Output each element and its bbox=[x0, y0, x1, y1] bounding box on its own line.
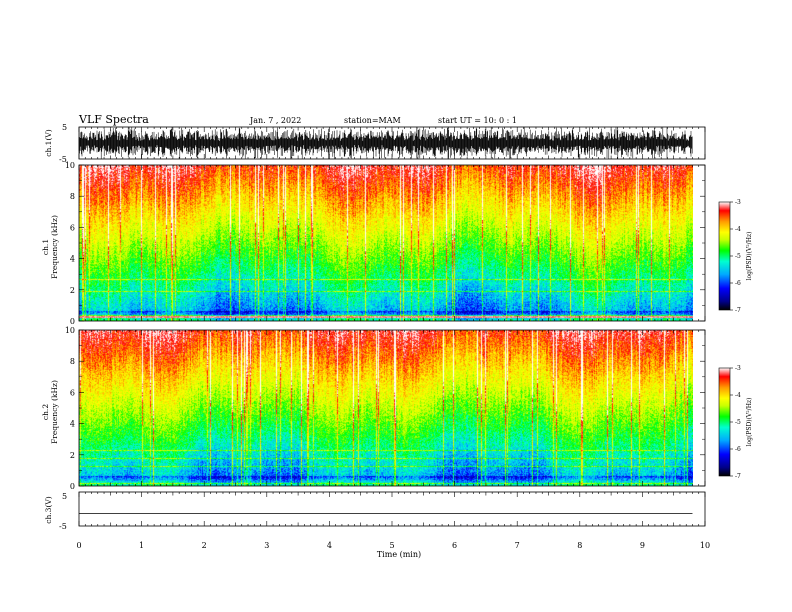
ch1-ytick-top: 5 bbox=[62, 123, 67, 132]
ch1-spectrogram-yticks: 0 2 4 6 8 10 bbox=[65, 161, 705, 326]
ch1-ytick-bottom: -5 bbox=[59, 155, 67, 164]
x-tick-label: 10 bbox=[700, 541, 710, 550]
ch3-ytick-top: 5 bbox=[62, 492, 67, 501]
ch1-spectrogram-panel: 0 2 4 6 8 10 ch.1 Frequency (kHz) bbox=[41, 161, 706, 326]
ch1-waveform-panel: 5 -5 ch.1(V) bbox=[44, 123, 706, 164]
colorbar-tick-label: -7 bbox=[735, 307, 741, 314]
colorbar-tick-label: -5 bbox=[735, 253, 741, 260]
x-tick-label: 3 bbox=[264, 541, 269, 550]
y-tick-label: 10 bbox=[65, 161, 75, 170]
ch1-spectrogram-image bbox=[79, 165, 693, 321]
x-tick-label: 6 bbox=[452, 541, 457, 550]
y-tick-label: 10 bbox=[65, 326, 75, 335]
x-tick-label: 9 bbox=[640, 541, 645, 550]
colorbar-tick-label: -7 bbox=[735, 473, 741, 480]
ch1-colorbar-scale bbox=[718, 201, 731, 311]
colorbar-tick-label: -4 bbox=[735, 226, 741, 233]
ch2-spectrogram-panel: 0 2 4 6 8 10 ch.2 Frequency (kHz) bbox=[41, 326, 706, 491]
x-tick-label: 5 bbox=[389, 541, 394, 550]
x-tick-label: 2 bbox=[202, 541, 207, 550]
colorbar-tick-label: -6 bbox=[735, 280, 741, 287]
y-tick-label: 8 bbox=[70, 357, 75, 366]
y-tick-label: 8 bbox=[70, 192, 75, 201]
ch1-noise-trace bbox=[78, 127, 693, 159]
y-tick-label: 2 bbox=[70, 286, 75, 295]
ch1-colorbar: -3 -4 -5 -6 -7 log(PSD)(V²/Hz) bbox=[718, 199, 753, 314]
x-tick-label: 0 bbox=[76, 541, 81, 550]
ch2-colorbar: -3 -4 -5 -6 -7 log(PSD)(V²/Hz) bbox=[718, 365, 753, 480]
x-tick-label: 7 bbox=[515, 541, 520, 550]
ch1-frequency-ylabel: Frequency (kHz) bbox=[50, 215, 59, 279]
ch2-spectrogram-yticks: 0 2 4 6 8 10 bbox=[65, 326, 705, 491]
y-tick-label: 0 bbox=[70, 482, 75, 491]
date-label: Jan. 7 , 2022 bbox=[249, 116, 301, 125]
ch3-waveform-ylabel: ch.3(V) bbox=[44, 496, 53, 524]
ch2-spectrogram-image bbox=[79, 330, 693, 486]
x-tick-label: 4 bbox=[327, 541, 332, 550]
y-tick-label: 6 bbox=[70, 388, 75, 397]
ch2-colorbar-scale bbox=[718, 367, 731, 477]
figure-title: VLF Spectra bbox=[78, 113, 149, 126]
ch1-waveform-trace bbox=[78, 127, 693, 159]
ch1-colorbar-ticks: -3 -4 -5 -6 -7 bbox=[730, 199, 741, 314]
time-axis-tick-labels: 0 1 2 3 4 5 6 7 8 9 10 bbox=[76, 541, 710, 550]
y-tick-label: 6 bbox=[70, 223, 75, 232]
y-tick-label: 4 bbox=[70, 420, 75, 429]
ch2-colorbar-label: log(PSD)(V²/Hz) bbox=[746, 398, 753, 447]
ch3-ytick-bottom: -5 bbox=[59, 522, 67, 531]
ch1-spectrogram-ylabel: ch.1 bbox=[41, 239, 50, 255]
ch2-colorbar-ticks: -3 -4 -5 -6 -7 bbox=[730, 365, 741, 480]
x-tick-label: 1 bbox=[139, 541, 144, 550]
y-tick-label: 2 bbox=[70, 451, 75, 460]
time-axis-ticks bbox=[78, 127, 706, 526]
colorbar-tick-label: -3 bbox=[735, 199, 741, 206]
ch2-frequency-ylabel: Frequency (kHz) bbox=[50, 380, 59, 444]
ch2-spectrogram-ylabel: ch.2 bbox=[41, 404, 50, 420]
colorbar-tick-label: -6 bbox=[735, 446, 741, 453]
ch3-waveform-panel: 5 -5 ch.3(V) bbox=[44, 491, 706, 531]
colorbar-tick-label: -5 bbox=[735, 419, 741, 426]
time-axis-label: Time (min) bbox=[377, 550, 421, 559]
ch3-waveform-frame bbox=[78, 491, 706, 527]
colorbar-tick-label: -4 bbox=[735, 392, 741, 399]
y-tick-label: 4 bbox=[70, 255, 75, 264]
y-tick-label: 0 bbox=[70, 317, 75, 326]
colorbar-tick-label: -3 bbox=[735, 365, 741, 372]
ch1-colorbar-label: log(PSD)(V²/Hz) bbox=[746, 232, 753, 281]
start-time-label: start UT = 10: 0 : 1 bbox=[438, 116, 517, 125]
ch1-waveform-ylabel: ch.1(V) bbox=[44, 129, 53, 157]
station-label: station=MAM bbox=[344, 116, 401, 125]
x-tick-label: 8 bbox=[577, 541, 582, 550]
